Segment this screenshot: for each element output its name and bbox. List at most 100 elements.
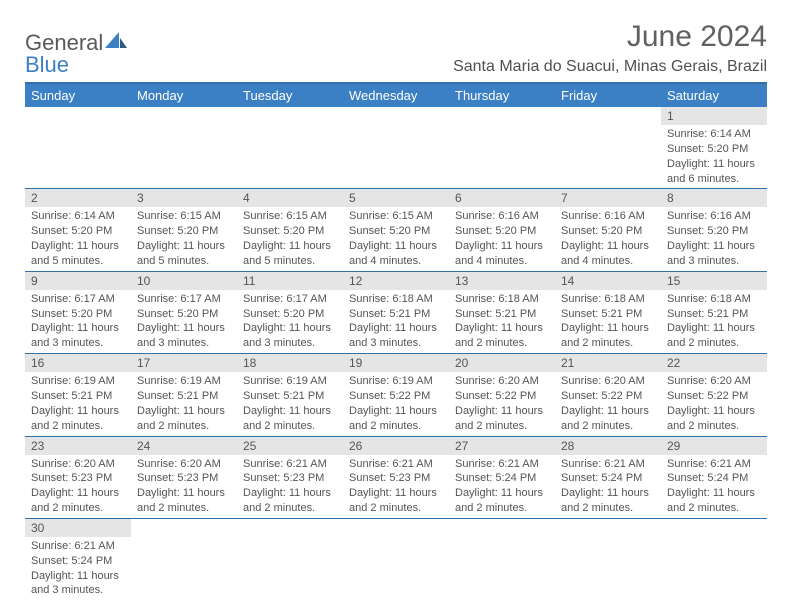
day-number: 19 (343, 354, 449, 372)
location-text: Santa Maria do Suacui, Minas Gerais, Bra… (453, 58, 767, 76)
day-number: 11 (237, 272, 343, 290)
calendar-table: SundayMondayTuesdayWednesdayThursdayFrid… (25, 84, 767, 600)
day-number: 15 (661, 272, 767, 290)
day-details: Sunrise: 6:17 AMSunset: 5:20 PMDaylight:… (25, 290, 131, 353)
calendar-cell (131, 107, 237, 189)
calendar-cell: 14Sunrise: 6:18 AMSunset: 5:21 PMDayligh… (555, 271, 661, 353)
day-number: 6 (449, 189, 555, 207)
day-details: Sunrise: 6:21 AMSunset: 5:24 PMDaylight:… (555, 455, 661, 518)
day-details: Sunrise: 6:20 AMSunset: 5:23 PMDaylight:… (131, 455, 237, 518)
sail-icon (105, 30, 127, 56)
title-area: June 2024 Santa Maria do Suacui, Minas G… (453, 20, 767, 76)
day-number: 16 (25, 354, 131, 372)
day-details: Sunrise: 6:14 AMSunset: 5:20 PMDaylight:… (661, 125, 767, 188)
calendar-cell: 9Sunrise: 6:17 AMSunset: 5:20 PMDaylight… (25, 271, 131, 353)
days-of-week-row: SundayMondayTuesdayWednesdayThursdayFrid… (25, 84, 767, 107)
day-number: 4 (237, 189, 343, 207)
calendar-cell (237, 518, 343, 600)
day-number: 21 (555, 354, 661, 372)
day-details: Sunrise: 6:21 AMSunset: 5:24 PMDaylight:… (25, 537, 131, 600)
day-header: Monday (131, 84, 237, 107)
calendar-body: 1Sunrise: 6:14 AMSunset: 5:20 PMDaylight… (25, 107, 767, 600)
calendar-week-row: 2Sunrise: 6:14 AMSunset: 5:20 PMDaylight… (25, 189, 767, 271)
day-details: Sunrise: 6:21 AMSunset: 5:23 PMDaylight:… (343, 455, 449, 518)
calendar-cell (343, 518, 449, 600)
calendar-cell: 15Sunrise: 6:18 AMSunset: 5:21 PMDayligh… (661, 271, 767, 353)
day-details: Sunrise: 6:15 AMSunset: 5:20 PMDaylight:… (131, 207, 237, 270)
day-header: Sunday (25, 84, 131, 107)
logo: General (25, 20, 128, 56)
day-number: 8 (661, 189, 767, 207)
calendar-cell: 8Sunrise: 6:16 AMSunset: 5:20 PMDaylight… (661, 189, 767, 271)
day-details: Sunrise: 6:17 AMSunset: 5:20 PMDaylight:… (237, 290, 343, 353)
day-number: 25 (237, 437, 343, 455)
day-number: 24 (131, 437, 237, 455)
day-details: Sunrise: 6:15 AMSunset: 5:20 PMDaylight:… (237, 207, 343, 270)
calendar-cell: 11Sunrise: 6:17 AMSunset: 5:20 PMDayligh… (237, 271, 343, 353)
day-number: 29 (661, 437, 767, 455)
calendar-cell (449, 107, 555, 189)
day-number: 14 (555, 272, 661, 290)
day-details: Sunrise: 6:18 AMSunset: 5:21 PMDaylight:… (449, 290, 555, 353)
calendar-cell: 6Sunrise: 6:16 AMSunset: 5:20 PMDaylight… (449, 189, 555, 271)
calendar-cell: 1Sunrise: 6:14 AMSunset: 5:20 PMDaylight… (661, 107, 767, 189)
calendar-week-row: 16Sunrise: 6:19 AMSunset: 5:21 PMDayligh… (25, 354, 767, 436)
day-details: Sunrise: 6:17 AMSunset: 5:20 PMDaylight:… (131, 290, 237, 353)
calendar-cell: 10Sunrise: 6:17 AMSunset: 5:20 PMDayligh… (131, 271, 237, 353)
day-number: 23 (25, 437, 131, 455)
day-details: Sunrise: 6:19 AMSunset: 5:21 PMDaylight:… (25, 372, 131, 435)
day-details: Sunrise: 6:14 AMSunset: 5:20 PMDaylight:… (25, 207, 131, 270)
day-details: Sunrise: 6:20 AMSunset: 5:22 PMDaylight:… (555, 372, 661, 435)
day-details: Sunrise: 6:16 AMSunset: 5:20 PMDaylight:… (555, 207, 661, 270)
day-number: 30 (25, 519, 131, 537)
calendar-cell: 17Sunrise: 6:19 AMSunset: 5:21 PMDayligh… (131, 354, 237, 436)
day-number: 12 (343, 272, 449, 290)
day-number: 1 (661, 107, 767, 125)
calendar-cell: 22Sunrise: 6:20 AMSunset: 5:22 PMDayligh… (661, 354, 767, 436)
calendar-cell (661, 518, 767, 600)
calendar-cell: 18Sunrise: 6:19 AMSunset: 5:21 PMDayligh… (237, 354, 343, 436)
day-header: Tuesday (237, 84, 343, 107)
calendar-week-row: 30Sunrise: 6:21 AMSunset: 5:24 PMDayligh… (25, 518, 767, 600)
day-details: Sunrise: 6:21 AMSunset: 5:23 PMDaylight:… (237, 455, 343, 518)
logo-text-blue: Blue (25, 52, 69, 78)
day-details: Sunrise: 6:18 AMSunset: 5:21 PMDaylight:… (555, 290, 661, 353)
calendar-cell: 12Sunrise: 6:18 AMSunset: 5:21 PMDayligh… (343, 271, 449, 353)
day-details: Sunrise: 6:20 AMSunset: 5:22 PMDaylight:… (661, 372, 767, 435)
day-details: Sunrise: 6:18 AMSunset: 5:21 PMDaylight:… (661, 290, 767, 353)
calendar-week-row: 1Sunrise: 6:14 AMSunset: 5:20 PMDaylight… (25, 107, 767, 189)
day-header: Friday (555, 84, 661, 107)
calendar-cell: 28Sunrise: 6:21 AMSunset: 5:24 PMDayligh… (555, 436, 661, 518)
day-number: 10 (131, 272, 237, 290)
calendar-cell: 26Sunrise: 6:21 AMSunset: 5:23 PMDayligh… (343, 436, 449, 518)
day-number: 7 (555, 189, 661, 207)
calendar-cell (449, 518, 555, 600)
day-details: Sunrise: 6:20 AMSunset: 5:23 PMDaylight:… (25, 455, 131, 518)
calendar-cell: 21Sunrise: 6:20 AMSunset: 5:22 PMDayligh… (555, 354, 661, 436)
calendar-cell: 16Sunrise: 6:19 AMSunset: 5:21 PMDayligh… (25, 354, 131, 436)
day-details: Sunrise: 6:18 AMSunset: 5:21 PMDaylight:… (343, 290, 449, 353)
calendar-cell: 2Sunrise: 6:14 AMSunset: 5:20 PMDaylight… (25, 189, 131, 271)
calendar-cell: 27Sunrise: 6:21 AMSunset: 5:24 PMDayligh… (449, 436, 555, 518)
day-details: Sunrise: 6:19 AMSunset: 5:22 PMDaylight:… (343, 372, 449, 435)
day-details: Sunrise: 6:15 AMSunset: 5:20 PMDaylight:… (343, 207, 449, 270)
calendar-cell: 29Sunrise: 6:21 AMSunset: 5:24 PMDayligh… (661, 436, 767, 518)
calendar-cell: 3Sunrise: 6:15 AMSunset: 5:20 PMDaylight… (131, 189, 237, 271)
calendar-cell: 5Sunrise: 6:15 AMSunset: 5:20 PMDaylight… (343, 189, 449, 271)
day-number: 22 (661, 354, 767, 372)
day-number: 18 (237, 354, 343, 372)
day-details: Sunrise: 6:19 AMSunset: 5:21 PMDaylight:… (237, 372, 343, 435)
day-header: Saturday (661, 84, 767, 107)
day-number: 2 (25, 189, 131, 207)
day-details: Sunrise: 6:20 AMSunset: 5:22 PMDaylight:… (449, 372, 555, 435)
day-details: Sunrise: 6:16 AMSunset: 5:20 PMDaylight:… (661, 207, 767, 270)
calendar-cell: 13Sunrise: 6:18 AMSunset: 5:21 PMDayligh… (449, 271, 555, 353)
month-title: June 2024 (453, 20, 767, 54)
day-number: 17 (131, 354, 237, 372)
calendar-cell: 19Sunrise: 6:19 AMSunset: 5:22 PMDayligh… (343, 354, 449, 436)
day-number: 13 (449, 272, 555, 290)
calendar-cell: 23Sunrise: 6:20 AMSunset: 5:23 PMDayligh… (25, 436, 131, 518)
day-number: 28 (555, 437, 661, 455)
calendar-cell (555, 518, 661, 600)
day-number: 20 (449, 354, 555, 372)
